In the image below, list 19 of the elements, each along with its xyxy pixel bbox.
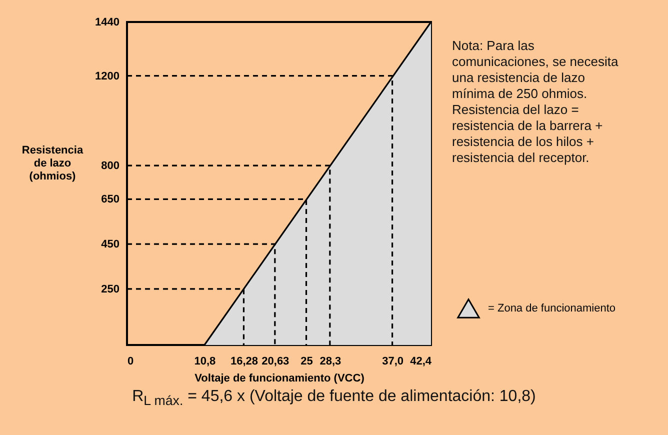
text: R$_{L máx.}$ = 45,6 x (Voltaje de fuente de alimentación: 10,8): [131, 388, 537, 408]
y-tick-label: 1200: [95, 70, 120, 82]
y-tick-label: 650: [101, 194, 120, 206]
x-tick-label: 37,0: [382, 356, 404, 368]
x-tick-label: 28,3: [320, 356, 342, 368]
x-tick-label: 0: [128, 356, 134, 368]
x-tick-label: 25: [300, 356, 313, 368]
y-tick-label: 250: [101, 283, 120, 296]
x-axis-title: Voltaje de funcionamiento (VCC): [194, 372, 365, 384]
text: Nota: Para las comunicaciones, se necesita una resistencia de lazo mínima de 250 ohmios. Resistencia del lazo = resistencia de la barrera + resistencia de los hilos + resistencia del receptor.: [452, 38, 620, 166]
x-tick-label: 10,8: [194, 356, 216, 368]
y-tick-label: 800: [101, 160, 120, 172]
y-axis-title: Resistencia de lazo (ohmios): [22, 144, 84, 182]
x-tick-label: 16,28: [230, 356, 258, 368]
x-tick-label: 42,4: [410, 356, 432, 368]
y-tick-label: 450: [101, 238, 120, 251]
y-tick-label: 1440: [95, 16, 120, 28]
legend-label: = Zona de funcionamiento: [488, 302, 616, 314]
x-tick-label: 20,63: [262, 356, 290, 368]
